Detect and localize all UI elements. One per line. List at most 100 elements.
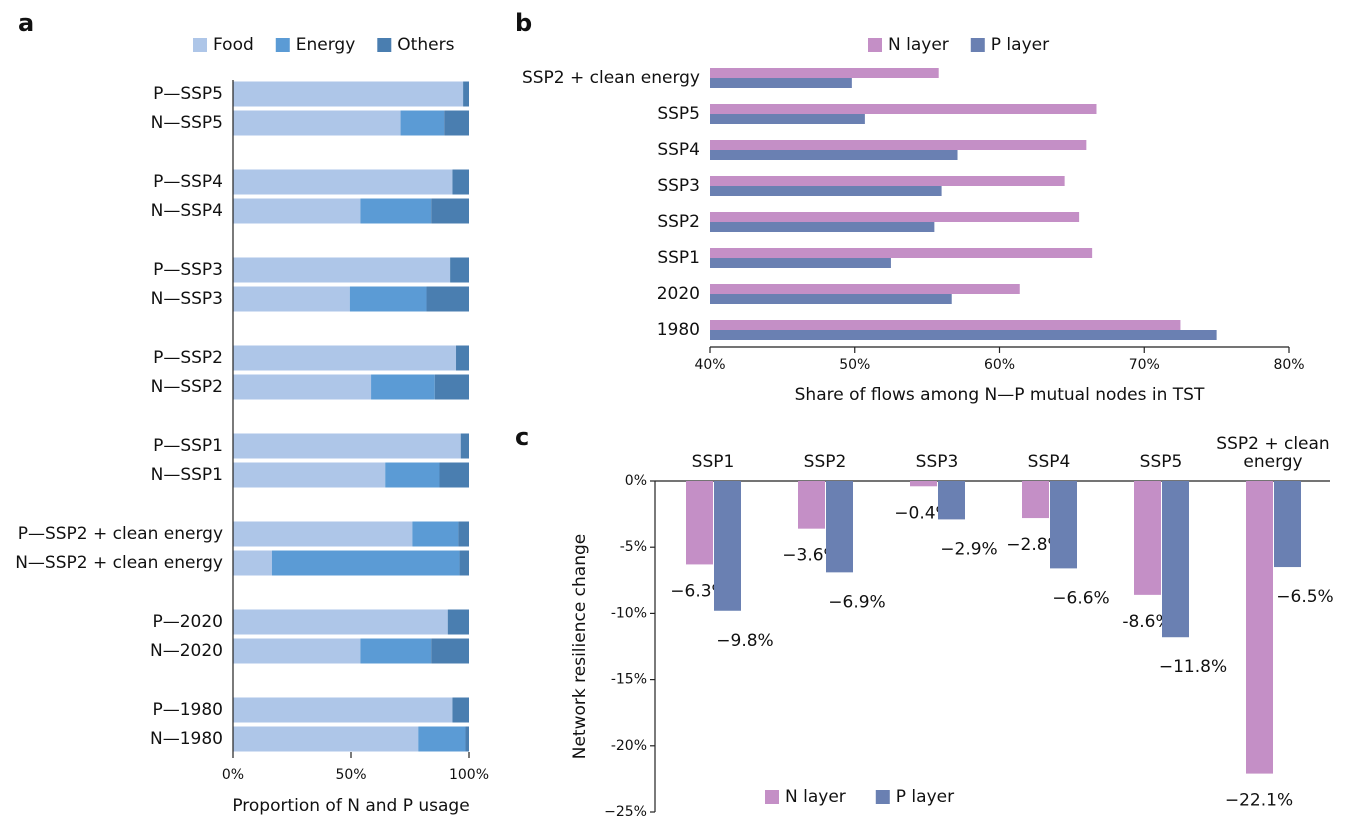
bar-segment (459, 550, 469, 576)
legend-swatch (193, 38, 207, 52)
category-label-box: SSP5 (1139, 452, 1183, 471)
bar (798, 481, 825, 529)
bar-segment (456, 345, 469, 371)
bar-segment (233, 345, 457, 371)
bar-segment (233, 286, 350, 312)
bar-segment (400, 110, 445, 136)
bar-segment (439, 462, 469, 488)
y-tick-label: -10% (611, 605, 647, 621)
value-label: −0.4% (894, 503, 951, 523)
category-label: P—1980 (152, 700, 223, 720)
category-label: P—SSP3 (153, 260, 223, 280)
category-label-box: SSP3 (915, 452, 959, 471)
category-label: P—SSP4 (153, 172, 223, 192)
legend-label: N layer (785, 787, 846, 807)
value-label: −11.8% (1159, 657, 1227, 677)
bar (1274, 481, 1301, 568)
bar (710, 320, 1181, 330)
panel-letter: b (515, 9, 532, 37)
bar-segment (271, 550, 460, 576)
bar-segment (418, 726, 466, 752)
legend-label: Energy (296, 35, 356, 55)
bar (686, 481, 713, 565)
bar-segment (233, 81, 464, 107)
category-label: N—1980 (150, 729, 223, 749)
bar-segment (349, 286, 427, 312)
legend-swatch (875, 790, 890, 804)
bar-segment (452, 169, 469, 195)
x-tick-label: 50% (839, 357, 870, 373)
legend-label: P layer (896, 787, 954, 807)
bar-segment (460, 433, 469, 459)
bar-segment (233, 462, 386, 488)
bar-segment (371, 374, 435, 400)
bar-segment (233, 609, 448, 635)
category-label: 2020 (657, 284, 700, 304)
bar (710, 222, 935, 232)
x-tick-label: 70% (1129, 357, 1160, 373)
bar-segment (412, 521, 459, 547)
bar (710, 212, 1080, 222)
x-tick-label: 40% (694, 357, 725, 373)
bar-segment (426, 286, 469, 312)
category-label-box: SSP1 (691, 452, 735, 471)
bar-segment (465, 726, 469, 752)
bar (710, 114, 865, 124)
bar (710, 176, 1065, 186)
bar (710, 284, 1020, 294)
bar-segment (450, 257, 469, 283)
bar-segment (233, 697, 453, 723)
y-tick-label: -5% (620, 539, 647, 555)
bar-segment (233, 169, 453, 195)
legend-label: Food (213, 35, 254, 55)
bar-segment (233, 726, 419, 752)
bar-segment (431, 638, 469, 664)
bar (1022, 481, 1049, 519)
category-label: SSP2 (803, 452, 847, 471)
category-label: P—SSP5 (153, 84, 223, 104)
category-label: N—2020 (150, 641, 223, 661)
value-label: −6.6% (1052, 588, 1109, 608)
panel-letter: a (18, 9, 34, 37)
bar-segment (360, 198, 432, 224)
legend-swatch (868, 38, 882, 52)
y-axis-label: Network resilience change (570, 534, 590, 760)
category-label: SSP4 (1027, 452, 1071, 471)
bar (1162, 481, 1189, 638)
legend-swatch (765, 790, 779, 804)
category-label: SSP3 (915, 452, 959, 471)
value-label: −2.8% (1006, 535, 1063, 555)
category-label: SSP2 (657, 212, 700, 232)
category-label: P—SSP2 + clean energy (18, 524, 223, 544)
y-tick-label: 0% (625, 473, 647, 489)
legend-swatch (970, 38, 985, 52)
category-label: P—SSP1 (153, 436, 223, 456)
value-label: −2.9% (940, 539, 997, 559)
bar (710, 248, 1093, 258)
bar-segment (463, 81, 469, 107)
category-label: N—SSP4 (151, 201, 223, 221)
category-label: N—SSP5 (151, 113, 223, 133)
bar-segment (385, 462, 440, 488)
legend-label: N layer (888, 35, 949, 55)
bar-segment (233, 374, 372, 400)
category-label: SSP4 (657, 140, 700, 160)
bar-segment (233, 198, 361, 224)
bar (710, 78, 852, 88)
legend-label: P layer (991, 35, 1049, 55)
bar (710, 150, 958, 160)
category-label: SSP2 + clean energy (1216, 434, 1330, 471)
category-label: 1980 (657, 320, 700, 340)
bar (710, 140, 1087, 150)
category-label: SSP1 (691, 452, 735, 471)
bar-segment (452, 697, 469, 723)
bar-segment (360, 638, 432, 664)
bar-segment (233, 257, 451, 283)
bar (826, 481, 853, 573)
category-label: SSP5 (1139, 452, 1183, 471)
x-axis-label: Proportion of N and P usage (232, 796, 469, 816)
bar (710, 186, 942, 196)
value-label: −3.6% (782, 546, 839, 566)
category-label: P—SSP2 (153, 348, 223, 368)
